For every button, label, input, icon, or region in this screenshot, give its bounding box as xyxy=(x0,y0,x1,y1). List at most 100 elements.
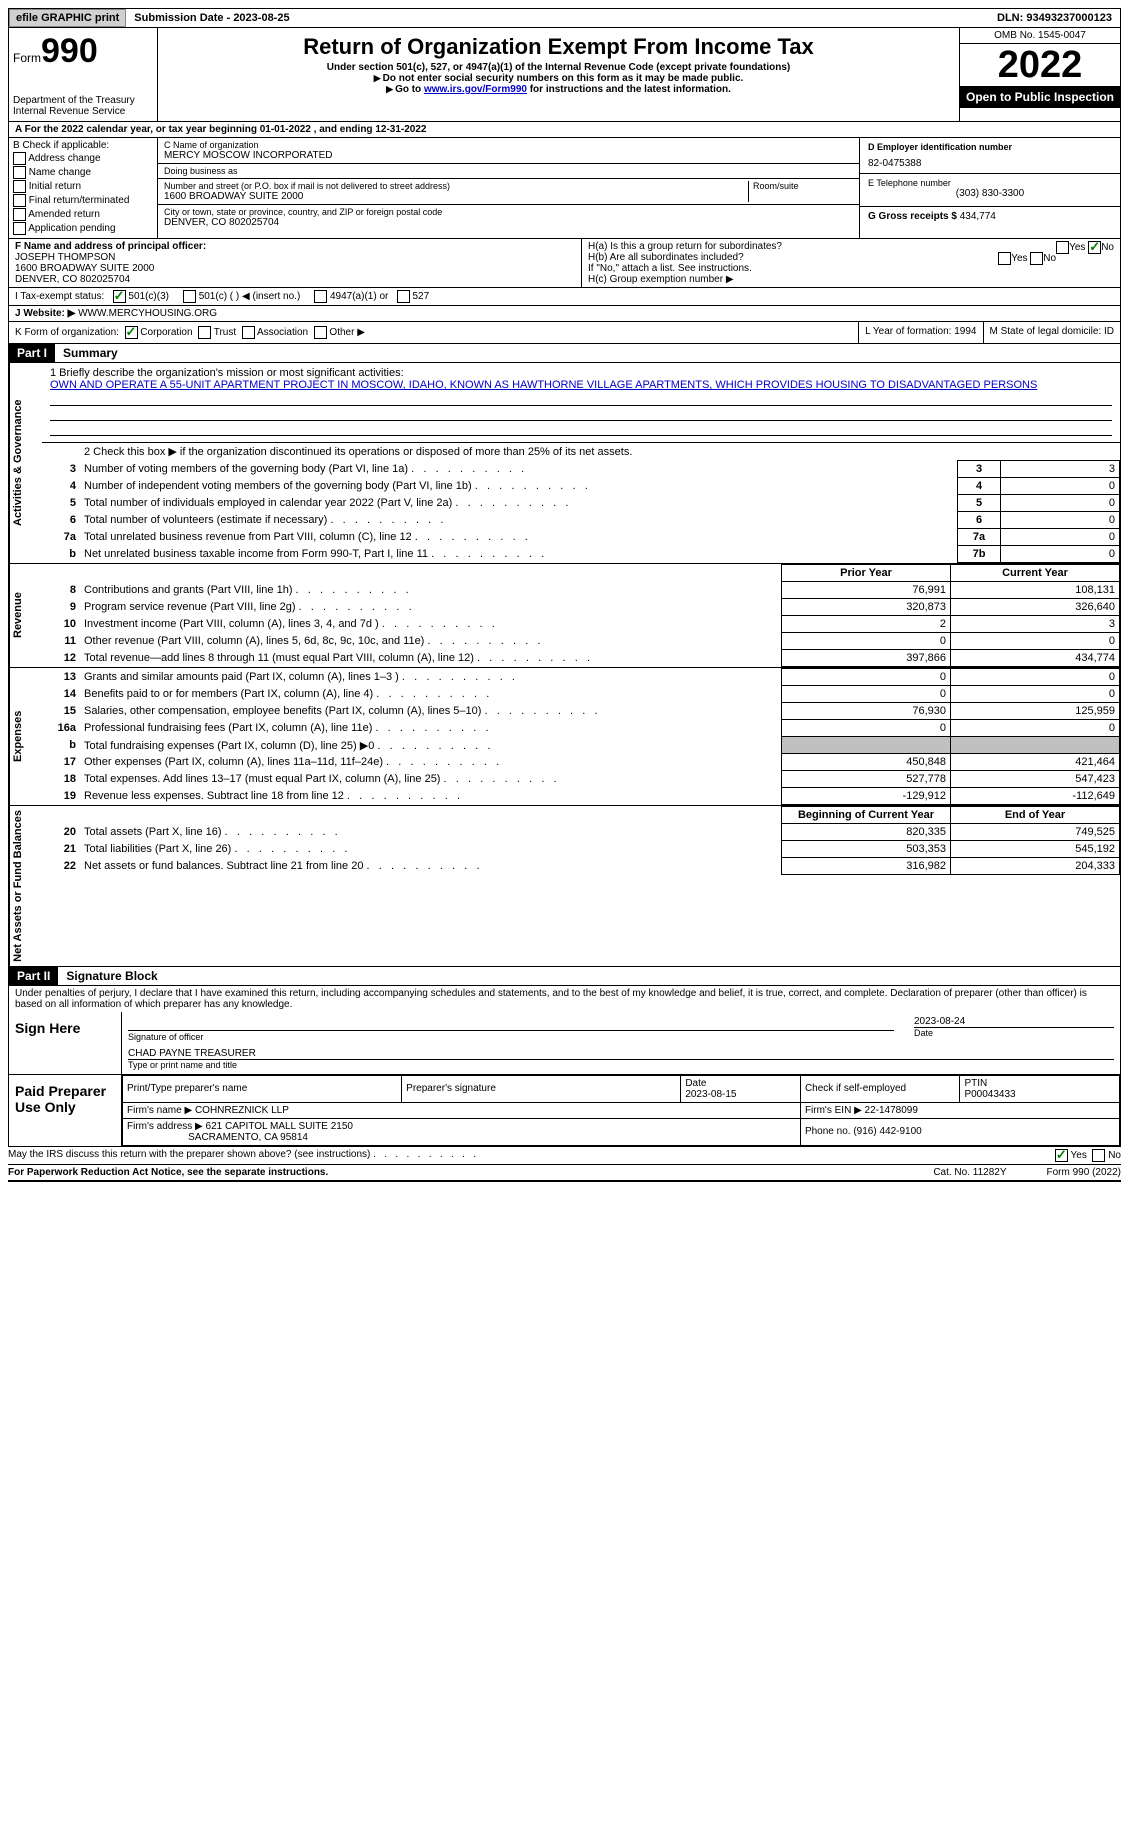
current-year-val: 0 xyxy=(951,669,1120,686)
column-h: H(a) Is this a group return for subordin… xyxy=(582,239,1120,287)
line-box: 5 xyxy=(958,495,1001,512)
ha-no[interactable] xyxy=(1088,241,1101,254)
line-desc: Other expenses (Part IX, column (A), lin… xyxy=(80,754,782,771)
footer-row: For Paperwork Reduction Act Notice, see … xyxy=(8,1165,1121,1182)
hb-no[interactable] xyxy=(1030,252,1043,265)
current-year-val: -112,649 xyxy=(951,788,1120,805)
line-num: 14 xyxy=(42,686,80,703)
line-num: 8 xyxy=(42,582,80,599)
dba-label: Doing business as xyxy=(164,166,853,176)
discuss-yes[interactable] xyxy=(1055,1149,1068,1162)
line-desc: Total expenses. Add lines 13–17 (must eq… xyxy=(80,771,782,788)
line1-label: 1 Briefly describe the organization's mi… xyxy=(50,367,1112,379)
ha-yes[interactable] xyxy=(1056,241,1069,254)
i-501c[interactable] xyxy=(183,290,196,303)
j-label: J Website: ▶ xyxy=(15,308,75,319)
column-c: C Name of organization MERCY MOSCOW INCO… xyxy=(158,138,859,238)
line-num: 20 xyxy=(42,824,80,841)
firm-phone-value: (916) 442-9100 xyxy=(853,1126,921,1137)
table-netassets: Beginning of Current YearEnd of Year 20T… xyxy=(42,806,1120,875)
l-value: 1994 xyxy=(954,326,976,337)
prior-year-val: 0 xyxy=(782,720,951,737)
firm-phone-label: Phone no. xyxy=(805,1126,851,1137)
irs-link[interactable]: www.irs.gov/Form990 xyxy=(424,84,527,95)
line-num: 3 xyxy=(42,461,80,478)
section-fh: F Name and address of principal officer:… xyxy=(8,239,1121,288)
k-assoc[interactable] xyxy=(242,326,255,339)
efile-print-button[interactable]: efile GRAPHIC print xyxy=(9,9,126,27)
part2-label: Part II xyxy=(9,967,58,985)
line-desc: Professional fundraising fees (Part IX, … xyxy=(80,720,782,737)
vlabel-activities: Activities & Governance xyxy=(9,363,42,563)
k-corp[interactable] xyxy=(125,326,138,339)
discuss-no[interactable] xyxy=(1092,1149,1105,1162)
prior-year-val: 450,848 xyxy=(782,754,951,771)
gross-label: G Gross receipts $ xyxy=(868,211,957,222)
chk-address-change[interactable]: Address change xyxy=(13,152,153,165)
m-value: ID xyxy=(1104,326,1114,337)
submission-date: Submission Date - 2023-08-25 xyxy=(126,10,297,26)
line-desc: Total unrelated business revenue from Pa… xyxy=(80,529,958,546)
line-num: 9 xyxy=(42,599,80,616)
vlabel-revenue: Revenue xyxy=(9,564,42,667)
column-b: B Check if applicable: Address change Na… xyxy=(9,138,158,238)
line-box: 7b xyxy=(958,546,1001,563)
prior-year-val: 2 xyxy=(782,616,951,633)
current-year-val: 3 xyxy=(951,616,1120,633)
part1-revenue: Revenue Prior YearCurrent Year 8Contribu… xyxy=(8,564,1121,668)
line-num: 10 xyxy=(42,616,80,633)
line-num: 21 xyxy=(42,841,80,858)
table-revenue: Prior YearCurrent Year 8Contributions an… xyxy=(42,564,1120,667)
chk-amended-return[interactable]: Amended return xyxy=(13,208,153,221)
m-label: M State of legal domicile: xyxy=(990,326,1102,337)
line-desc: Net unrelated business taxable income fr… xyxy=(80,546,958,563)
vlabel-expenses: Expenses xyxy=(9,668,42,805)
i-501c3[interactable] xyxy=(113,290,126,303)
line-num: 4 xyxy=(42,478,80,495)
k-trust[interactable] xyxy=(198,326,211,339)
line2-text: 2 Check this box ▶ if the organization d… xyxy=(80,443,1120,461)
org-name-label: C Name of organization xyxy=(164,140,853,150)
line-desc: Program service revenue (Part VIII, line… xyxy=(80,599,782,616)
line-val: 0 xyxy=(1001,495,1120,512)
paid-preparer-block: Paid Preparer Use Only Print/Type prepar… xyxy=(8,1075,1121,1147)
prep-sig-label: Preparer's signature xyxy=(406,1083,496,1094)
line-num: 18 xyxy=(42,771,80,788)
chk-initial-return[interactable]: Initial return xyxy=(13,180,153,193)
current-year-val: 0 xyxy=(951,720,1120,737)
hb-yes[interactable] xyxy=(998,252,1011,265)
line-desc: Benefits paid to or for members (Part IX… xyxy=(80,686,782,703)
part2-header: Part II Signature Block xyxy=(8,967,1121,986)
ptin-value: P00043433 xyxy=(964,1089,1015,1100)
officer-typed-name: CHAD PAYNE TREASURER xyxy=(128,1048,1114,1059)
form-number: 990 xyxy=(41,32,98,70)
line-desc: Investment income (Part VIII, column (A)… xyxy=(80,616,782,633)
org-name: MERCY MOSCOW INCORPORATED xyxy=(164,150,853,161)
k-other[interactable] xyxy=(314,326,327,339)
chk-application-pending[interactable]: Application pending xyxy=(13,222,153,235)
sig-date-value: 2023-08-24 xyxy=(914,1016,1114,1027)
part1-title: Summary xyxy=(55,344,1120,362)
ein-value: 82-0475388 xyxy=(868,158,1112,169)
part1-expenses: Expenses 13Grants and similar amounts pa… xyxy=(8,668,1121,806)
line-desc: Number of voting members of the governin… xyxy=(80,461,958,478)
tax-year: 2022 xyxy=(960,44,1120,86)
i-4947[interactable] xyxy=(314,290,327,303)
declaration-text: Under penalties of perjury, I declare th… xyxy=(8,986,1121,1012)
form-label: Form xyxy=(13,51,41,65)
eoy-header: End of Year xyxy=(951,807,1120,824)
line-num: 15 xyxy=(42,703,80,720)
part1-header: Part I Summary xyxy=(8,344,1121,363)
gross-value: 434,774 xyxy=(960,211,996,222)
goto-suffix: for instructions and the latest informat… xyxy=(527,84,731,95)
column-f: F Name and address of principal officer:… xyxy=(9,239,582,287)
firm-addr2: SACRAMENTO, CA 95814 xyxy=(188,1132,308,1143)
chk-final-return[interactable]: Final return/terminated xyxy=(13,194,153,207)
line-desc: Total liabilities (Part X, line 26) xyxy=(80,841,782,858)
current-year-val: 421,464 xyxy=(951,754,1120,771)
chk-name-change[interactable]: Name change xyxy=(13,166,153,179)
header-left: Form990 Department of the Treasury Inter… xyxy=(9,28,158,121)
prior-year-val: 316,982 xyxy=(782,858,951,875)
i-527[interactable] xyxy=(397,290,410,303)
check-self-employed[interactable]: Check if self-employed xyxy=(805,1083,906,1094)
